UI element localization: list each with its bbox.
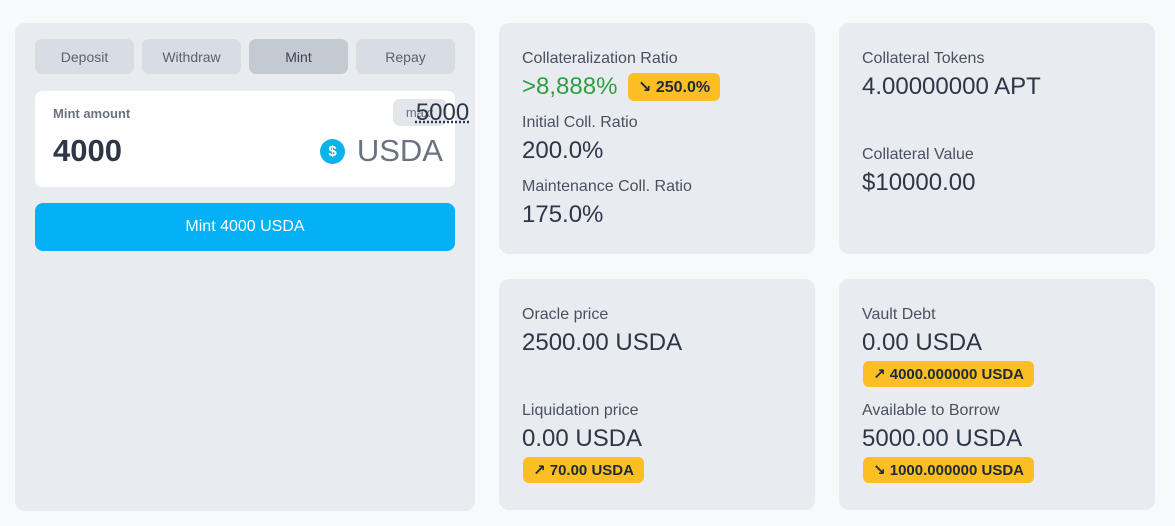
mint-amount-box[interactable]: Mint amount max: 5000 4000 $ USDA bbox=[35, 91, 469, 187]
liq-price-label: Liquidation price bbox=[522, 402, 639, 419]
maint-ratio-label: Maintenance Coll. Ratio bbox=[522, 178, 692, 195]
ratio-card: Collateralization Ratio >8,888% ↘ 250.0%… bbox=[499, 23, 815, 254]
mint-button[interactable]: Mint 4000 USDA bbox=[35, 203, 455, 251]
liq-price-badge: ↗ 70.00 USDA bbox=[523, 457, 644, 483]
mint-amount-label: Mint amount bbox=[53, 106, 131, 121]
vault-debt-label: Vault Debt bbox=[862, 306, 936, 323]
tab-mint[interactable]: Mint bbox=[249, 39, 348, 74]
max-button[interactable]: max: 5000 bbox=[392, 99, 469, 126]
oracle-price-label: Oracle price bbox=[522, 306, 609, 323]
price-card: Oracle price 2500.00 USDA Liquidation pr… bbox=[499, 279, 815, 510]
tab-repay[interactable]: Repay bbox=[356, 39, 455, 74]
available-borrow-badge: ↘ 1000.000000 USDA bbox=[863, 457, 1034, 483]
tab-withdraw[interactable]: Withdraw bbox=[142, 39, 241, 74]
coll-ratio-value: >8,888% bbox=[522, 73, 618, 100]
mint-panel: Deposit Withdraw Mint Repay Mint amount … bbox=[15, 23, 475, 511]
initial-ratio-value: 200.0% bbox=[522, 137, 604, 164]
coll-value-value: $10000.00 bbox=[862, 169, 976, 196]
usda-coin-icon: $ bbox=[320, 139, 345, 164]
max-value: 5000 bbox=[415, 98, 470, 126]
oracle-price-value: 2500.00 USDA bbox=[522, 329, 683, 356]
collateral-card: Collateral Tokens 4.00000000 APT Collate… bbox=[839, 23, 1155, 254]
action-tabs: Deposit Withdraw Mint Repay bbox=[35, 39, 455, 74]
liq-price-value: 0.00 USDA bbox=[522, 425, 643, 452]
tab-deposit[interactable]: Deposit bbox=[35, 39, 134, 74]
coll-ratio-badge: ↘ 250.0% bbox=[628, 73, 721, 101]
max-label: max: bbox=[405, 105, 434, 120]
available-borrow-label: Available to Borrow bbox=[862, 402, 1000, 419]
maint-ratio-value: 175.0% bbox=[522, 201, 604, 228]
vault-card: Vault Debt 0.00 USDA ↗ 4000.000000 USDA … bbox=[839, 279, 1155, 510]
coll-tokens-value: 4.00000000 APT bbox=[862, 73, 1041, 100]
vault-debt-badge: ↗ 4000.000000 USDA bbox=[863, 361, 1034, 387]
coll-tokens-label: Collateral Tokens bbox=[862, 50, 985, 67]
mint-amount-input[interactable]: 4000 bbox=[53, 133, 122, 168]
initial-ratio-label: Initial Coll. Ratio bbox=[522, 114, 638, 131]
token-symbol: USDA bbox=[356, 133, 443, 168]
vault-debt-value: 0.00 USDA bbox=[862, 329, 983, 356]
coll-value-label: Collateral Value bbox=[862, 146, 974, 163]
available-borrow-value: 5000.00 USDA bbox=[862, 425, 1023, 452]
coll-ratio-label: Collateralization Ratio bbox=[522, 50, 678, 67]
